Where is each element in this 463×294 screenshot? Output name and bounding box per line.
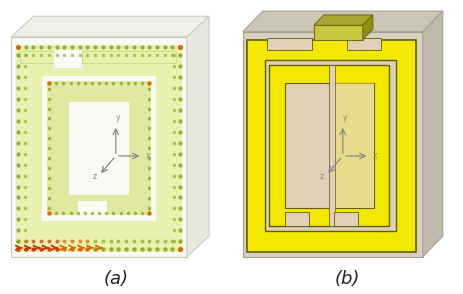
Bar — [334, 212, 358, 226]
Bar — [285, 83, 374, 208]
Polygon shape — [243, 32, 423, 257]
Polygon shape — [314, 15, 373, 25]
Text: x: x — [373, 151, 377, 161]
Bar — [78, 201, 107, 218]
Bar — [314, 25, 363, 39]
Bar — [69, 102, 129, 195]
Text: y: y — [343, 113, 347, 122]
Bar — [269, 65, 389, 226]
Polygon shape — [187, 16, 209, 257]
Bar — [347, 38, 381, 50]
Text: x: x — [146, 151, 150, 161]
Bar — [54, 50, 82, 68]
Polygon shape — [423, 11, 443, 257]
Bar — [330, 65, 335, 226]
Bar — [265, 60, 396, 231]
Bar — [285, 212, 309, 226]
Bar — [47, 81, 151, 216]
Text: y: y — [116, 113, 120, 122]
Bar — [247, 39, 416, 252]
Polygon shape — [11, 16, 209, 37]
Polygon shape — [363, 15, 373, 39]
Polygon shape — [11, 37, 187, 257]
Bar — [334, 83, 374, 208]
Text: z: z — [319, 172, 324, 181]
Bar — [20, 51, 54, 63]
Polygon shape — [243, 11, 443, 32]
Bar — [16, 45, 182, 252]
Text: (b): (b) — [335, 270, 360, 288]
Bar — [43, 76, 156, 220]
Bar — [267, 38, 312, 50]
Text: z: z — [93, 172, 97, 181]
Bar — [82, 51, 176, 63]
Text: (a): (a) — [103, 270, 128, 288]
